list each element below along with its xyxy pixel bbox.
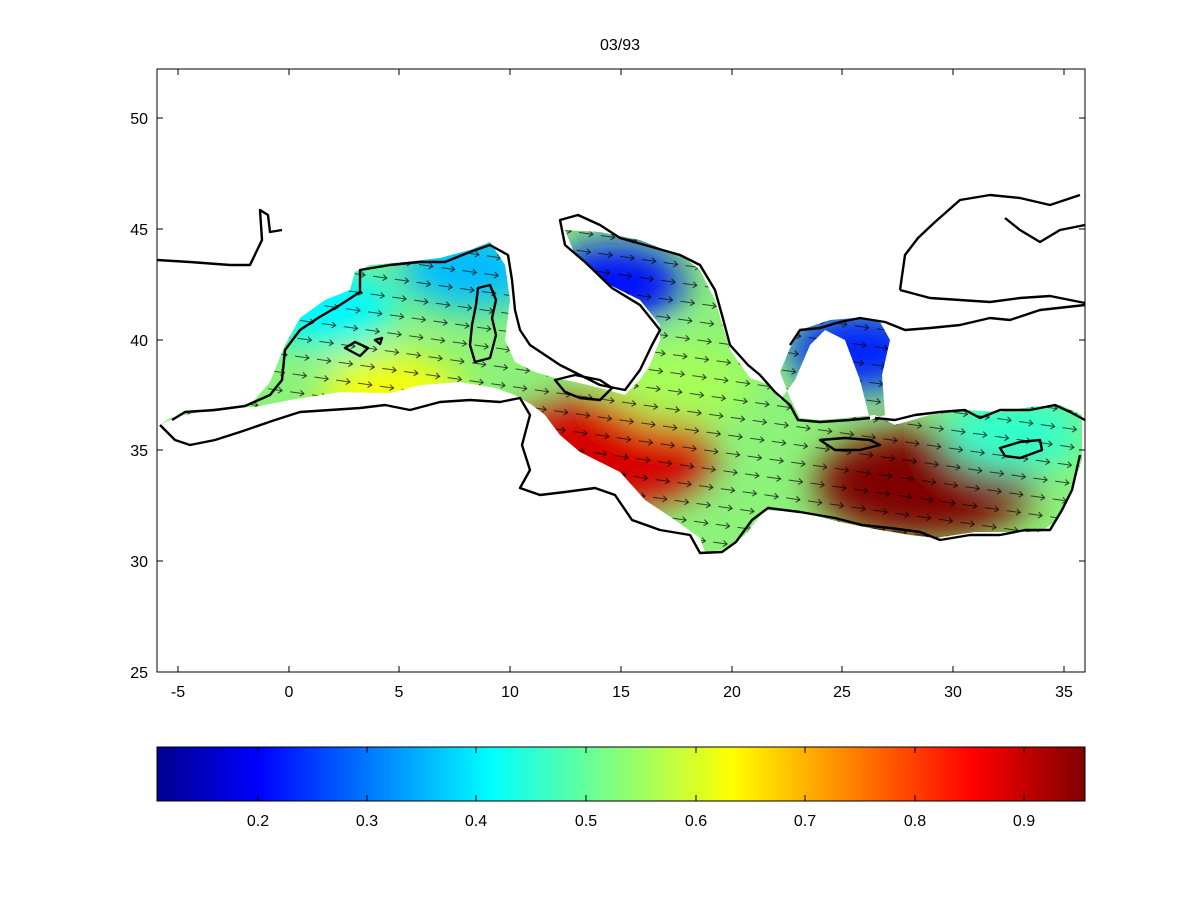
x-tick-label: 0	[285, 684, 294, 701]
island-sicily	[553, 373, 614, 402]
x-tick-label: -5	[171, 684, 185, 701]
island-crete	[818, 436, 882, 452]
colorbar-gradient	[156, 746, 1086, 802]
coast-black-sea	[898, 193, 1086, 305]
coast-north-africa	[159, 396, 1082, 555]
colorbar-tick-label: 0.8	[904, 813, 926, 830]
colorbar-tick-label: 0.4	[465, 813, 487, 830]
colorbar-tick-label: 0.9	[1013, 813, 1035, 830]
island-cyprus	[998, 438, 1044, 460]
island-corsica-sardinia	[468, 283, 498, 364]
x-tick-label: 25	[833, 684, 851, 701]
coast-turkey-south	[874, 403, 1086, 422]
y-tick-label: 25	[130, 665, 148, 682]
colorbar-tick-label: 0.7	[794, 813, 816, 830]
x-tick-label: 10	[501, 684, 519, 701]
x-tick-label: 20	[723, 684, 741, 701]
coast-balkans-turkey	[789, 303, 1086, 346]
x-tick-label: 15	[612, 684, 630, 701]
x-tick-label: 35	[1055, 684, 1073, 701]
x-tick-label: 5	[395, 684, 404, 701]
y-tick-label: 50	[130, 111, 148, 128]
colorbar-tick-label: 0.2	[247, 813, 269, 830]
y-tick-label: 40	[130, 333, 148, 350]
figure-title: 03/93	[600, 37, 640, 54]
x-tick-label: 30	[944, 684, 962, 701]
y-tick-labels: 50 45 40 35 30 25	[130, 111, 148, 682]
coastlines	[156, 193, 1086, 555]
x-tick-labels: -5 0 5 10 15 20 25 30 35	[171, 684, 1073, 701]
coast-europe-west	[156, 208, 283, 267]
colorbar-tick-label: 0.3	[356, 813, 378, 830]
axis-ticks	[157, 69, 1085, 673]
y-tick-label: 30	[130, 554, 148, 571]
colorbar-tick-label: 0.5	[575, 813, 597, 830]
colorbar: 0.2 0.3 0.4 0.5 0.6 0.7 0.8 0.9	[156, 746, 1086, 830]
y-tick-label: 35	[130, 443, 148, 460]
island-balearic	[343, 336, 384, 358]
y-tick-label: 45	[130, 222, 148, 239]
colorbar-tick-label: 0.6	[685, 813, 707, 830]
